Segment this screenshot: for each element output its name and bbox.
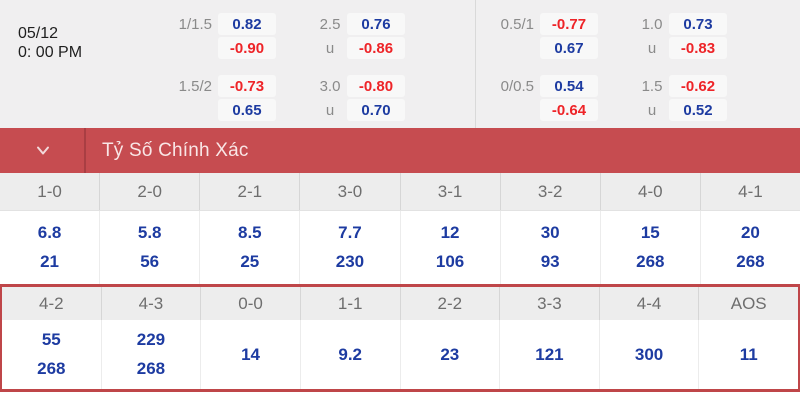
correct-score-block-1: 1-0 2-0 2-1 3-0 3-1 3-2 4-0 4-1 6.8 21 5.… bbox=[0, 173, 800, 284]
under-odds[interactable]: -0.86 bbox=[347, 37, 405, 59]
handicap-odds-bottom[interactable]: 0.67 bbox=[540, 37, 598, 59]
handicap-odds-top[interactable]: 0.54 bbox=[540, 75, 598, 97]
over-odds[interactable]: 0.76 bbox=[347, 13, 405, 35]
score-odds-cell[interactable]: 121 bbox=[499, 320, 599, 389]
match-time: 0: 00 PM bbox=[18, 44, 83, 61]
over-odds[interactable]: 0.73 bbox=[669, 13, 727, 35]
odds-group-right: 0.5/1 -0.77 1.0 0.73 0.67 u -0.83 0/0.5 … bbox=[488, 13, 727, 137]
match-odds-panel: 05/12 0: 00 PM 1/1.5 0.82 2.5 0.76 -0.90… bbox=[0, 0, 800, 128]
over-odds[interactable]: -0.62 bbox=[669, 75, 727, 97]
score-odds-cell[interactable]: 5.8 56 bbox=[99, 211, 199, 284]
match-info: 05/12 0: 00 PM bbox=[18, 24, 82, 62]
under-label: u bbox=[325, 39, 335, 57]
score-header: 3-1 bbox=[399, 173, 500, 210]
score-header: 2-0 bbox=[99, 173, 199, 210]
score-header: 2-2 bbox=[399, 287, 500, 320]
score-odds-cell[interactable]: 15 268 bbox=[599, 211, 700, 284]
score-odds-cell[interactable]: 229 268 bbox=[100, 320, 201, 389]
score-odds-cell[interactable]: 6.8 21 bbox=[37, 223, 62, 271]
over-odds[interactable]: -0.80 bbox=[347, 75, 405, 97]
score-odds-cell[interactable]: 14 bbox=[200, 320, 300, 389]
handicap-line-label: 0.5/1 bbox=[500, 15, 534, 33]
handicap-total-pair: 1.5/2 -0.73 3.0 -0.80 0.65 u 0.70 bbox=[166, 75, 405, 121]
score-odds-cell[interactable]: 20 268 bbox=[699, 211, 800, 284]
match-date: 05/12 bbox=[18, 25, 59, 42]
score-odds-row: 55 268 229 268 14 9.2 23 121 300 11 bbox=[2, 320, 798, 389]
under-odds[interactable]: 0.52 bbox=[669, 99, 727, 121]
score-header: 4-3 bbox=[100, 287, 201, 320]
score-odds-cell[interactable]: 11 bbox=[698, 320, 798, 389]
score-odds-cell[interactable]: 300 bbox=[598, 320, 699, 389]
handicap-line-label: 1/1.5 bbox=[178, 15, 212, 33]
total-line-label: 2.5 bbox=[319, 15, 341, 33]
handicap-odds-top[interactable]: 0.82 bbox=[218, 13, 276, 35]
handicap-odds-bottom[interactable]: -0.90 bbox=[218, 37, 276, 59]
score-header: AOS bbox=[698, 287, 798, 320]
score-odds-cell[interactable]: 7.7 230 bbox=[299, 211, 399, 284]
score-odds-row: 6.8 21 5.8 56 8.5 25 7.7 230 12 106 30 93 15 26… bbox=[0, 211, 800, 284]
score-odds-cell[interactable]: 23 bbox=[399, 320, 500, 389]
total-line-label: 3.0 bbox=[319, 77, 341, 95]
score-odds-cell[interactable]: 8.5 25 bbox=[199, 211, 299, 284]
under-label: u bbox=[325, 101, 335, 119]
score-header-row: 4-2 4-3 0-0 1-1 2-2 3-3 4-4 AOS bbox=[2, 287, 798, 320]
panel-divider bbox=[475, 0, 476, 128]
score-header: 1-1 bbox=[299, 287, 400, 320]
score-odds-cell[interactable]: 9.2 bbox=[299, 320, 400, 389]
score-header: 4-2 bbox=[39, 293, 64, 313]
chevron-down-icon[interactable] bbox=[33, 141, 53, 160]
handicap-odds-bottom[interactable]: -0.64 bbox=[540, 99, 598, 121]
odds-group-left: 1/1.5 0.82 2.5 0.76 -0.90 u -0.86 1.5/2 … bbox=[166, 13, 405, 137]
handicap-total-pair: 0.5/1 -0.77 1.0 0.73 0.67 u -0.83 bbox=[488, 13, 727, 59]
handicap-odds-bottom[interactable]: 0.65 bbox=[218, 99, 276, 121]
score-header: 3-2 bbox=[499, 173, 600, 210]
score-odds-cell[interactable]: 30 93 bbox=[499, 211, 600, 284]
handicap-total-pair: 1/1.5 0.82 2.5 0.76 -0.90 u -0.86 bbox=[166, 13, 405, 59]
score-header: 0-0 bbox=[200, 287, 300, 320]
total-line-label: 1.5 bbox=[641, 77, 663, 95]
under-odds[interactable]: -0.83 bbox=[669, 37, 727, 59]
handicap-odds-top[interactable]: -0.73 bbox=[218, 75, 276, 97]
score-odds-cell[interactable]: 55 268 bbox=[37, 330, 66, 378]
under-odds[interactable]: 0.70 bbox=[347, 99, 405, 121]
handicap-total-pair: 0/0.5 0.54 1.5 -0.62 -0.64 u 0.52 bbox=[488, 75, 727, 121]
score-header-row: 1-0 2-0 2-1 3-0 3-1 3-2 4-0 4-1 bbox=[0, 173, 800, 211]
score-header: 3-3 bbox=[499, 287, 599, 320]
under-label: u bbox=[647, 101, 657, 119]
section-header[interactable]: Tỷ Số Chính Xác bbox=[0, 128, 800, 173]
correct-score-block-2: 4-2 4-3 0-0 1-1 2-2 3-3 4-4 AOS 55 268 22… bbox=[0, 284, 800, 392]
score-header: 3-0 bbox=[299, 173, 399, 210]
score-header: 2-1 bbox=[199, 173, 299, 210]
banner-divider bbox=[84, 128, 86, 173]
handicap-odds-top[interactable]: -0.77 bbox=[540, 13, 598, 35]
score-header: 4-4 bbox=[598, 287, 699, 320]
section-title: Tỷ Số Chính Xác bbox=[102, 139, 249, 161]
handicap-line-label: 1.5/2 bbox=[178, 77, 212, 95]
score-header: 4-1 bbox=[699, 173, 800, 210]
score-header: 4-0 bbox=[599, 173, 700, 210]
score-header: 1-0 bbox=[37, 181, 62, 201]
under-label: u bbox=[647, 39, 657, 57]
total-line-label: 1.0 bbox=[641, 15, 663, 33]
score-odds-cell[interactable]: 12 106 bbox=[399, 211, 500, 284]
handicap-line-label: 0/0.5 bbox=[500, 77, 534, 95]
